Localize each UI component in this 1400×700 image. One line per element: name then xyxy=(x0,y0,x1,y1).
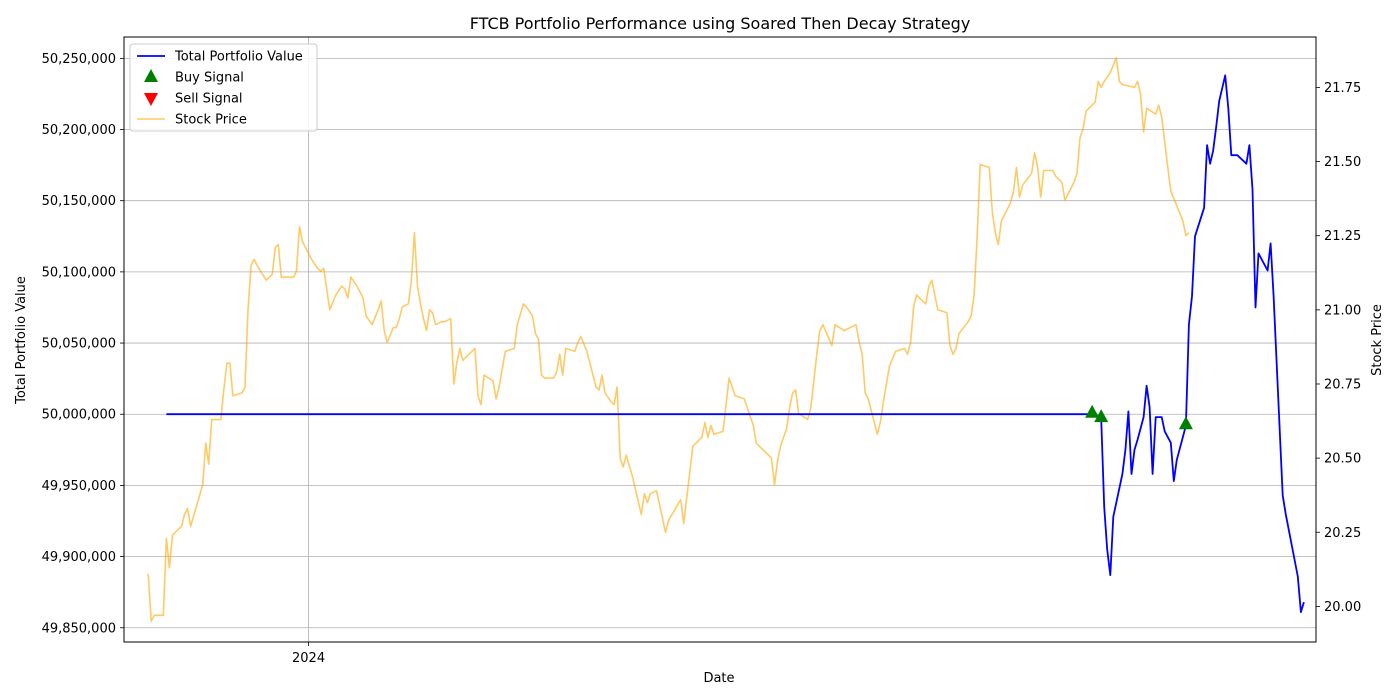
left-y-tick-label: 50,150,000 xyxy=(42,194,116,209)
right-y-tick-label: 21.75 xyxy=(1324,81,1361,96)
right-y-tick-label: 20.25 xyxy=(1324,526,1361,541)
right-y-tick-label: 21.25 xyxy=(1324,229,1361,244)
left-y-tick-label: 49,850,000 xyxy=(42,621,116,636)
portfolio-value-line xyxy=(166,74,1305,613)
buy-signal-marker xyxy=(1178,416,1193,430)
legend-item-total-portfolio-value: Total Portfolio Value xyxy=(137,50,303,65)
left-y-tick-label: 50,000,000 xyxy=(42,408,116,423)
legend-label: Buy Signal xyxy=(175,71,244,86)
legend-label: Sell Signal xyxy=(175,92,243,107)
buy-signal-marker xyxy=(1085,404,1100,418)
x-tick-label: 2024 xyxy=(292,651,325,666)
left-y-tick-label: 50,200,000 xyxy=(42,123,116,138)
left-y-axis-title: Total Portfolio Value xyxy=(14,276,29,405)
plot-frame xyxy=(123,36,1317,643)
signal-markers xyxy=(1085,404,1193,430)
left-y-tick-label: 49,950,000 xyxy=(42,479,116,494)
legend-label: Stock Price xyxy=(175,113,247,128)
stock-price-series xyxy=(147,56,1190,623)
buy-signal-marker xyxy=(1094,409,1109,423)
right-y-tick-label: 20.75 xyxy=(1324,377,1361,392)
legend: Total Portfolio Value Buy Signal Sell Sign… xyxy=(129,43,318,132)
left-y-tick-label: 50,100,000 xyxy=(42,265,116,280)
legend-label: Total Portfolio Value xyxy=(174,50,303,65)
left-y-axis: 49,850,000 49,900,000 49,950,000 50,000,000… xyxy=(42,52,124,636)
x-axis: 2024 xyxy=(292,642,325,666)
right-y-axis-title: Stock Price xyxy=(1370,304,1385,376)
right-y-tick-label: 21.00 xyxy=(1324,303,1361,318)
legend-item-sell-signal: Sell Signal xyxy=(144,92,243,107)
x-axis-title: Date xyxy=(703,671,734,686)
legend-marker-swatch xyxy=(144,69,158,82)
left-y-tick-label: 50,250,000 xyxy=(42,52,116,67)
right-y-tick-label: 21.50 xyxy=(1324,155,1361,170)
legend-item-stock-price: Stock Price xyxy=(137,113,247,128)
legend-box xyxy=(129,43,318,132)
stock-price-line xyxy=(147,56,1190,623)
left-y-tick-label: 50,050,000 xyxy=(42,337,116,352)
right-y-axis: 20.00 20.25 20.50 20.75 21.00 21.25 21.50 21.75 xyxy=(1316,81,1361,615)
legend-marker-swatch xyxy=(144,93,158,106)
left-y-tick-label: 49,900,000 xyxy=(42,550,116,565)
portfolio-value-series xyxy=(166,74,1305,613)
right-y-tick-label: 20.00 xyxy=(1324,600,1361,615)
legend-item-buy-signal: Buy Signal xyxy=(144,69,244,86)
chart-title: FTCB Portfolio Performance using Soared … xyxy=(470,14,971,33)
grid-lines xyxy=(124,37,1316,642)
right-y-tick-label: 20.50 xyxy=(1324,452,1361,467)
